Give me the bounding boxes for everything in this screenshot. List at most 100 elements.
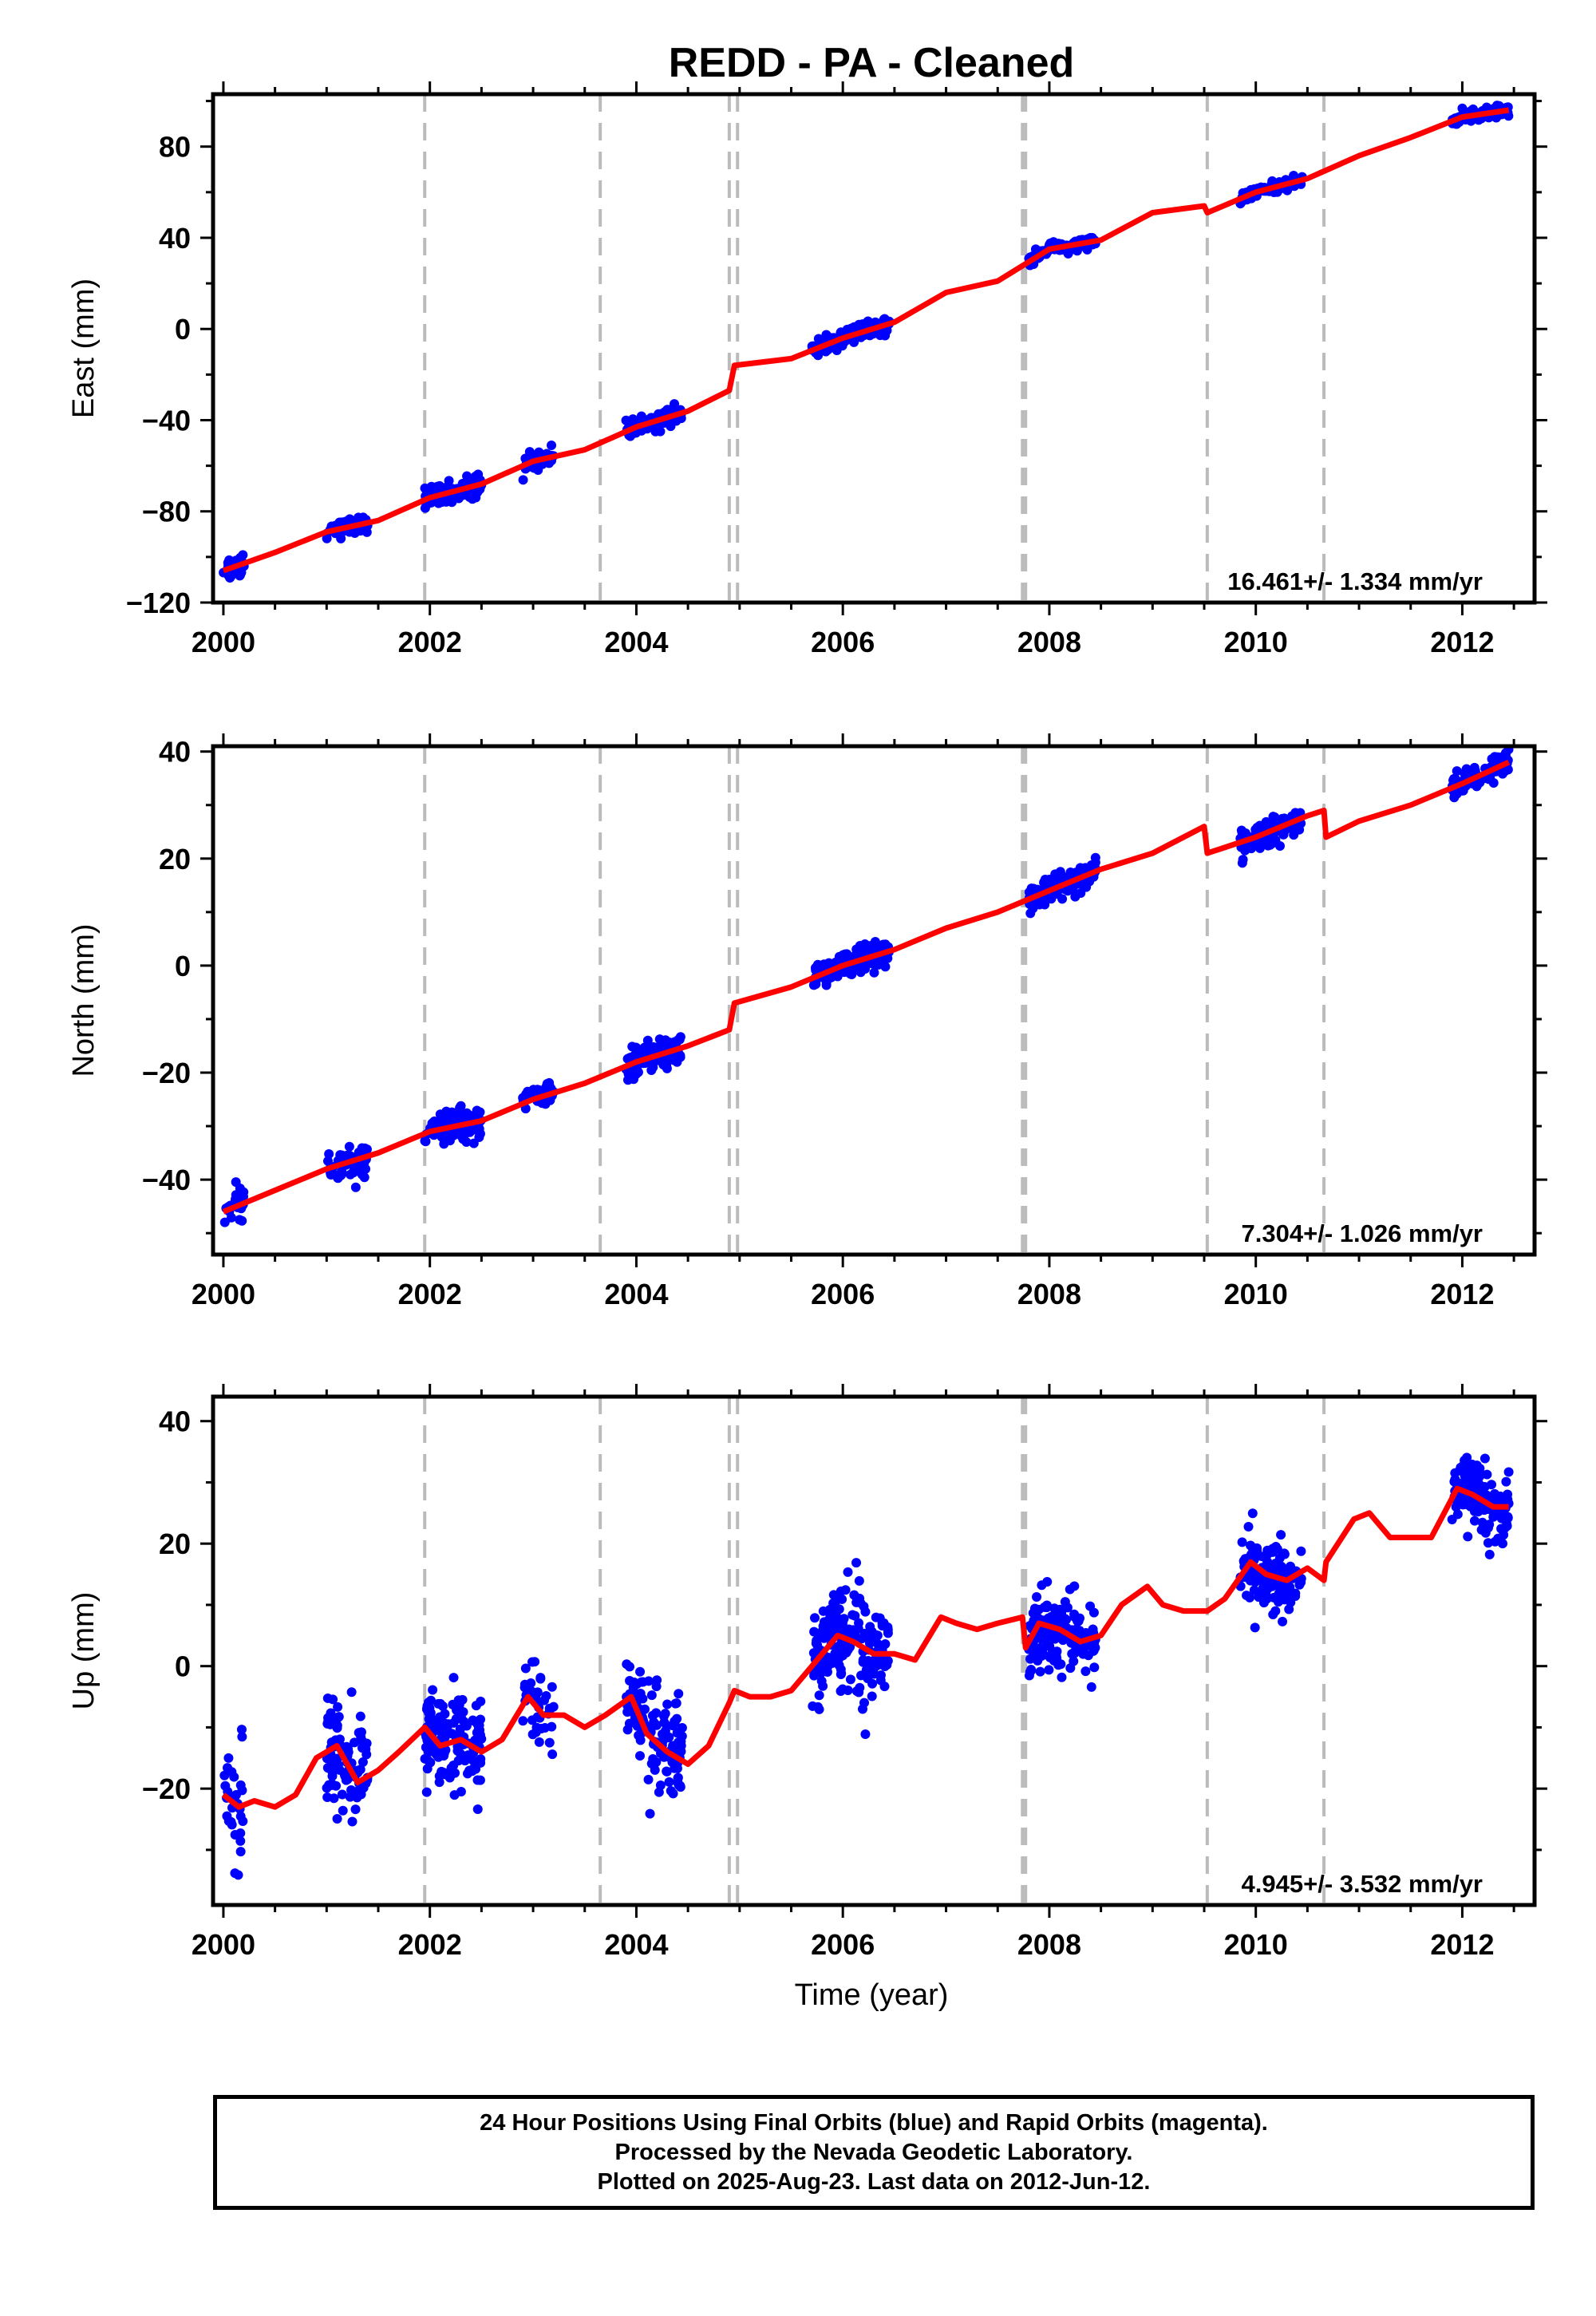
data-point [622,1725,633,1735]
data-point [674,1689,684,1699]
data-point [876,956,887,966]
data-point [220,1780,231,1791]
data-point [634,1751,645,1761]
y-tick-label: 80 [159,131,191,164]
data-point [1487,1480,1497,1490]
data-point [1252,1546,1262,1556]
data-points [219,745,1514,1227]
y-tick-label: 40 [159,222,191,255]
data-point [354,1147,364,1157]
data-point [863,1655,874,1666]
data-point [531,1722,542,1733]
data-point [640,1704,650,1714]
data-point [422,1764,433,1774]
data-point [1255,1591,1266,1601]
data-point [879,1682,890,1692]
data-point [1497,769,1507,779]
data-point [346,1687,357,1697]
data-point [456,1131,467,1141]
data-point [879,1658,890,1668]
data-point [337,1789,347,1800]
data-point [462,471,472,481]
x-tick-label: 2006 [811,1928,875,1961]
data-point [344,1141,354,1152]
data-point [662,1063,672,1073]
data-point [352,526,362,536]
x-tick-label: 2008 [1017,626,1081,658]
data-point [625,1676,635,1686]
x-tick-label: 2004 [604,1928,668,1961]
x-tick-label: 2010 [1224,1278,1288,1310]
data-point [434,1777,444,1788]
x-tick-label: 2008 [1017,1928,1081,1961]
data-point [358,1783,369,1793]
data-point [1294,1579,1305,1590]
data-point [1035,1666,1045,1677]
data-point [343,1747,354,1757]
data-point [1080,1642,1090,1652]
data-point [839,1626,849,1637]
data-point [861,318,871,328]
data-point [333,1701,343,1712]
data-point [435,1712,445,1722]
data-point [356,1732,366,1742]
rate-label: 7.304+/- 1.026 mm/yr [1242,1219,1483,1247]
data-points [219,1452,1514,1880]
data-point [1060,1597,1070,1607]
data-point [430,1721,440,1731]
data-point [473,1724,484,1734]
data-point [854,1687,864,1697]
y-tick-label: 0 [175,313,191,346]
data-point [875,1613,885,1623]
data-point [1045,1641,1055,1651]
x-tick-label: 2002 [398,1928,462,1961]
data-point [358,1757,368,1767]
x-tick-label: 2000 [192,1278,255,1310]
data-point [446,1763,456,1773]
y-tick-label: 20 [159,843,191,875]
data-point [453,1695,464,1705]
chart-title: REDD - PA - Cleaned [669,40,1075,86]
y-tick-label: −120 [126,587,191,619]
data-point [872,1638,883,1649]
data-point [235,1184,245,1194]
up-panel: 2000 2002 2004 2006 2008 2010 2012 −20 0 20 40 Up (… [67,1384,1547,1961]
y-tick-label: −20 [142,1057,191,1089]
data-point [1276,1530,1286,1540]
data-point [440,1113,451,1124]
data-point [230,1868,240,1879]
data-point [1086,1682,1096,1692]
data-point [359,1172,369,1183]
data-point [810,1613,820,1623]
data-point [655,426,666,437]
data-point [324,1148,334,1159]
data-point [1043,1613,1053,1623]
x-tick-label: 2004 [604,626,668,658]
footer-line-2: Processed by the Nevada Geodetic Laborat… [614,2139,1133,2165]
data-point [1501,1476,1511,1487]
data-point [1479,1453,1490,1464]
data-point [235,1847,246,1857]
data-point [472,1775,483,1785]
data-point [835,1640,845,1650]
data-point [824,958,834,968]
data-point [1039,877,1049,887]
data-point [664,1732,674,1742]
data-point [1270,812,1280,822]
data-point [867,1678,878,1689]
data-point [1262,1549,1273,1559]
data-point [1484,1549,1495,1559]
data-point [627,1052,638,1062]
data-point [654,1787,664,1797]
model-line [222,107,1510,574]
data-point [1080,1666,1091,1677]
plot-frame [211,1394,1537,1907]
data-point [1267,1560,1278,1571]
data-point [674,1780,684,1791]
data-point [662,1766,672,1777]
data-point [332,1723,342,1733]
data-point [1275,841,1286,852]
data-point [654,1041,664,1052]
data-point [677,1731,687,1741]
